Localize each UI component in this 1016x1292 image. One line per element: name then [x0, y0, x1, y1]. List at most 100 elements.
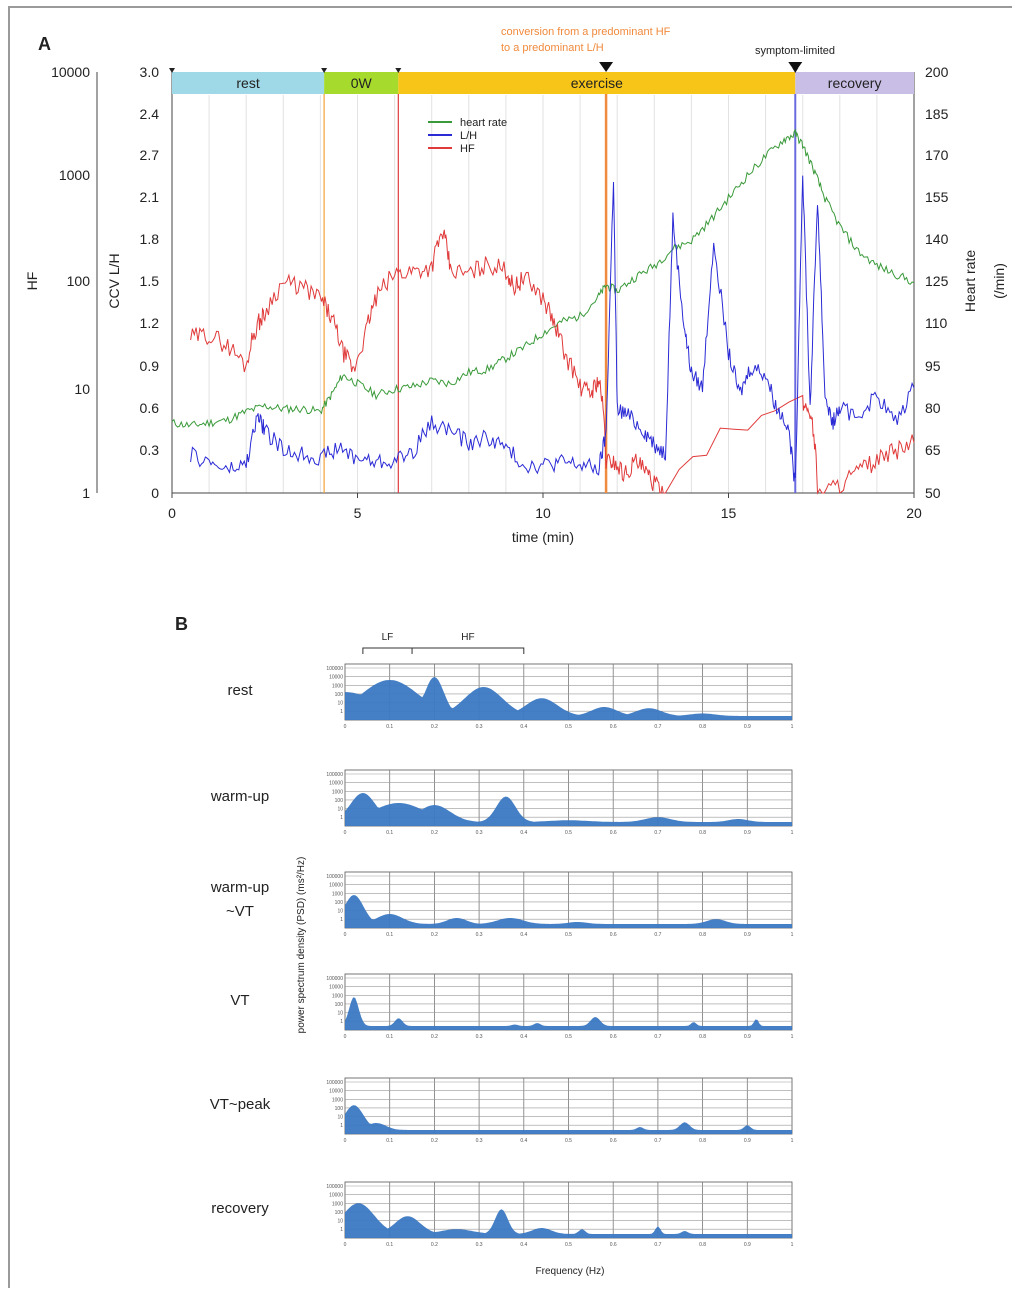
psd-x-tick-label: 0.7 — [654, 830, 661, 836]
hr-tick-label: 170 — [925, 147, 949, 163]
psd-x-tick-label: 0 — [344, 724, 347, 730]
psd-y-tick-label: 100 — [335, 1002, 344, 1008]
lh-tick-label: 2.7 — [140, 147, 160, 163]
lh-line — [190, 175, 915, 482]
x-axis-title: time (min) — [512, 529, 574, 545]
psd-y-tick-label: 1 — [340, 1227, 343, 1233]
psd-x-tick-label: 0.6 — [610, 932, 617, 938]
psd-y-tick-label: 1 — [340, 1019, 343, 1025]
psd-x-tick-label: 0.9 — [744, 932, 751, 938]
psd-x-tick-label: 0 — [344, 1242, 347, 1248]
psd-y-tick-label: 1 — [340, 917, 343, 923]
psd-y-tick-label: 1 — [340, 815, 343, 821]
psd-x-tick-label: 0.2 — [431, 830, 438, 836]
psd-y-tick-label: 100000 — [326, 772, 343, 778]
hr-axis-title-line1: Heart rate — [962, 250, 978, 312]
hr-tick-label: 50 — [925, 485, 941, 501]
psd-x-tick-label: 0.7 — [654, 1138, 661, 1144]
psd-y-tick-label: 100 — [335, 1106, 344, 1112]
hr-tick-label: 140 — [925, 231, 949, 247]
psd-x-tick-label: 0.6 — [610, 1138, 617, 1144]
lh-tick-label: 1.2 — [140, 315, 160, 331]
psd-area-1 — [345, 793, 792, 826]
phase-tick-marker — [169, 68, 175, 73]
psd-area-0 — [345, 677, 792, 720]
hr-tick-label: 95 — [925, 358, 941, 374]
phase-band-rest — [172, 72, 325, 94]
psd-y-tick-label: 100000 — [326, 1184, 343, 1190]
symptom-limited-annotation: symptom-limited — [755, 45, 835, 57]
psd-x-tick-label: 0.4 — [520, 1242, 527, 1248]
psd-area-5 — [345, 1203, 792, 1238]
psd-x-tick-label: 0.9 — [744, 724, 751, 730]
x-tick-label: 5 — [354, 505, 362, 521]
hr-tick-label: 185 — [925, 106, 949, 122]
psd-x-tick-label: 0.2 — [431, 1242, 438, 1248]
psd-y-tick-label: 10 — [337, 1011, 343, 1017]
psd-x-tick-label: 0.3 — [476, 830, 483, 836]
hr-tick-label: 65 — [925, 442, 941, 458]
psd-y-tick-label: 1 — [340, 709, 343, 715]
psd-y-tick-label: 1000 — [332, 683, 343, 689]
lh-tick-label: 1.5 — [140, 273, 160, 289]
psd-y-tick-label: 100 — [335, 900, 344, 906]
phase-label-0w: 0W — [351, 75, 373, 91]
psd-area-2 — [345, 895, 792, 928]
psd-x-tick-label: 0.8 — [699, 1034, 706, 1040]
psd-x-tick-label: 1 — [791, 932, 794, 938]
hf-bracket — [412, 647, 525, 654]
psd-y-tick-label: 10000 — [329, 883, 343, 889]
psd-y-tick-label: 10000 — [329, 781, 343, 787]
psd-x-tick-label: 0.5 — [565, 724, 572, 730]
conversion-annotation-line2: to a predominant L/H — [501, 42, 604, 54]
phase-band-0w — [324, 72, 399, 94]
psd-row-label: warm-up — [210, 788, 269, 805]
psd-x-tick-label: 0.4 — [520, 724, 527, 730]
lh-tick-label: 2.4 — [140, 106, 160, 122]
hr-axis-title-line2: (/min) — [991, 263, 1007, 299]
hf-tick-label: 1000 — [59, 167, 90, 183]
x-tick-label: 0 — [168, 505, 176, 521]
hr-tick-label: 125 — [925, 273, 949, 289]
psd-x-tick-label: 0.9 — [744, 830, 751, 836]
psd-x-tick-label: 0.1 — [386, 1034, 393, 1040]
psd-area-4 — [345, 1105, 792, 1134]
psd-x-tick-label: 0.5 — [565, 1242, 572, 1248]
psd-x-tick-label: 0 — [344, 1034, 347, 1040]
psd-x-tick-label: 0.5 — [565, 1138, 572, 1144]
phase-label-recovery: recovery — [828, 75, 882, 91]
psd-x-tick-label: 0.3 — [476, 932, 483, 938]
psd-x-axis-title: Frequency (Hz) — [536, 1266, 605, 1277]
hf-line — [190, 229, 915, 495]
psd-x-tick-label: 0.2 — [431, 1034, 438, 1040]
psd-y-tick-label: 100000 — [326, 1080, 343, 1086]
psd-x-tick-label: 0.8 — [699, 1242, 706, 1248]
psd-x-tick-label: 0.1 — [386, 830, 393, 836]
hf-tick-label: 1 — [82, 485, 90, 501]
psd-x-tick-label: 1 — [791, 830, 794, 836]
psd-x-tick-label: 0.2 — [431, 1138, 438, 1144]
psd-x-tick-label: 0.3 — [476, 1034, 483, 1040]
psd-x-tick-label: 0.7 — [654, 1242, 661, 1248]
psd-y-tick-label: 10000 — [329, 985, 343, 991]
lh-tick-label: 3.0 — [140, 64, 160, 80]
legend-entry: HF — [460, 143, 475, 155]
psd-row-label: warm-up — [210, 879, 269, 896]
psd-row-label: recovery — [211, 1200, 269, 1217]
psd-x-tick-label: 0.4 — [520, 1138, 527, 1144]
hf-axis-title: HF — [24, 272, 40, 291]
phase-band-exercise — [398, 72, 796, 94]
psd-x-tick-label: 0.1 — [386, 932, 393, 938]
psd-y-tick-label: 10 — [337, 1115, 343, 1121]
psd-x-tick-label: 0.9 — [744, 1242, 751, 1248]
psd-x-tick-label: 0.8 — [699, 932, 706, 938]
psd-y-tick-label: 1000 — [332, 789, 343, 795]
psd-y-tick-label: 10000 — [329, 1193, 343, 1199]
hf-band-label: HF — [461, 632, 474, 643]
conversion-annotation-line1: conversion from a predominant HF — [501, 26, 671, 38]
psd-y-tick-label: 10 — [337, 909, 343, 915]
psd-x-tick-label: 0.6 — [610, 724, 617, 730]
legend-entry: heart rate — [460, 117, 507, 129]
lh-tick-label: 0.6 — [140, 400, 160, 416]
